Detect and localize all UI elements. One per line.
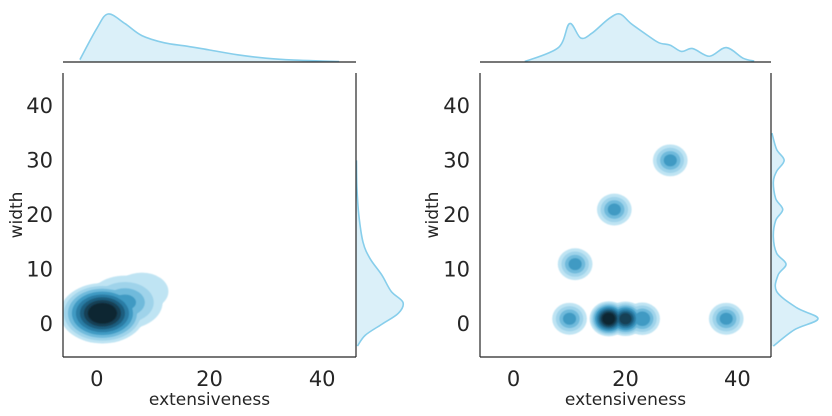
marginal-y-kde-line: [771, 132, 819, 347]
kde-contour-level-7-mode-0: [87, 302, 118, 324]
y-tick-label: 30: [443, 148, 470, 172]
y-tick-label: 30: [26, 148, 53, 172]
kde-contour-level-3-mode-0: [562, 312, 577, 325]
y-axis-label: width: [7, 192, 27, 239]
marginal-x-kde-fill: [524, 13, 755, 63]
x-tick-label: 40: [309, 367, 336, 391]
y-tick-label: 20: [443, 203, 470, 227]
x-tick-label: 0: [507, 367, 520, 391]
y-tick-label: 40: [26, 94, 53, 118]
marginal-y-kde-fill: [356, 160, 404, 347]
joint-kde: [552, 144, 744, 337]
jointplot-right: 0 20 40 0 10 20 30 40 extensiveness width: [423, 13, 819, 410]
kde-contour-level-3-mode-5: [568, 258, 582, 271]
y-tick-label: 0: [40, 312, 53, 336]
marginal-x-kde-line: [79, 13, 340, 63]
kde-contour-level-3-mode-6: [607, 203, 621, 216]
marginal-y-kde-line: [355, 160, 405, 347]
y-tick-label: 40: [443, 94, 470, 118]
x-tick-label: 40: [724, 367, 751, 391]
marginal-x-kde-line: [524, 13, 755, 63]
x-tick-label: 0: [90, 367, 103, 391]
marginal-y-kde-fill: [771, 133, 819, 347]
kde-contour-level-7-mode-1: [602, 312, 616, 325]
y-tick-label: 10: [26, 258, 53, 282]
jointplot-left: 0 20 40 0 10 20 30 40 extensiveness width: [7, 13, 405, 410]
joint-kde: [63, 272, 169, 344]
y-tick-label: 10: [443, 258, 470, 282]
x-tick-label: 20: [612, 367, 639, 391]
y-tick-label: 0: [457, 312, 470, 336]
marginal-x-kde-fill: [79, 13, 340, 62]
y-axis-label: width: [423, 192, 443, 239]
x-tick-label: 20: [196, 367, 223, 391]
y-tick-label: 20: [26, 203, 53, 227]
x-axis-label: extensiveness: [149, 390, 270, 410]
kde-contour-level-6-mode-2: [619, 313, 632, 325]
x-axis-label: extensiveness: [565, 390, 686, 410]
kde-contour-level-3-mode-4: [719, 312, 733, 325]
kde-contour-level-3-mode-7: [663, 154, 677, 167]
kde-contour-level-3-mode-3: [634, 311, 651, 326]
